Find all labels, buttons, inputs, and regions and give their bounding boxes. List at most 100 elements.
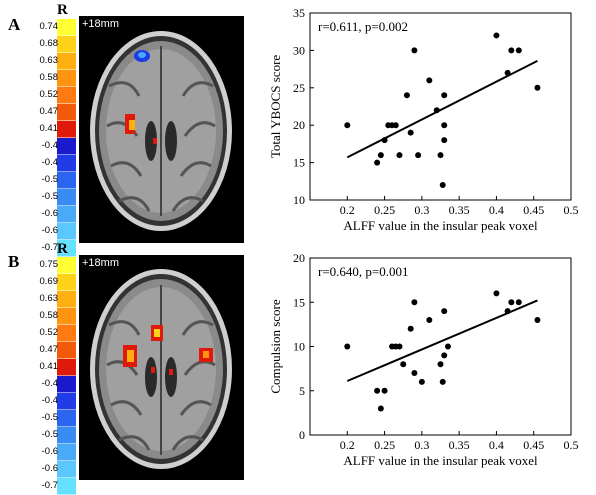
panel-b-brain-image <box>90 269 232 469</box>
colorbar-swatch <box>57 393 76 410</box>
data-point <box>444 343 451 350</box>
colorbar-tick-label: -0.5 <box>41 412 58 423</box>
colorbar-swatch <box>57 444 76 461</box>
colorbar-tick-label: -0.5 <box>41 429 58 440</box>
y-tick-label: 15 <box>293 295 305 309</box>
colorbar-tick-label: -0.5 <box>41 174 58 185</box>
colorbar-swatch <box>57 376 76 393</box>
colorbar-tick-label: 0.52 <box>39 89 59 100</box>
data-point <box>407 325 414 332</box>
colorbar-swatch <box>57 427 76 444</box>
y-tick-label: 10 <box>293 193 305 207</box>
data-point <box>534 316 541 323</box>
colorbar-swatch <box>57 155 76 172</box>
x-tick-label: 0.35 <box>449 438 470 452</box>
regression-line <box>346 299 538 382</box>
x-tick-label: 0.5 <box>564 203 579 217</box>
data-point <box>441 308 448 315</box>
colorbar-swatch <box>57 325 76 342</box>
data-point <box>374 387 381 394</box>
x-tick-label: 0.5 <box>564 438 579 452</box>
colorbar-swatch <box>57 410 76 427</box>
colorbar-tick-label: 0.58 <box>39 310 59 321</box>
data-point <box>508 47 515 54</box>
colorbar-tick-label: -0.5 <box>41 191 58 202</box>
colorbar-swatch <box>57 461 76 478</box>
colorbar-tick-label: -0.6 <box>41 225 58 236</box>
panel-a-colorbar: 0.74 0.68 0.63 0.58 0.52 0.47 0.41 -0.4 -0.4 -0.5… <box>40 19 76 257</box>
colorbar-swatch <box>57 19 76 36</box>
data-point <box>411 299 418 306</box>
colorbar-swatch <box>57 478 76 495</box>
data-point <box>381 137 388 144</box>
colorbar-tick-label: -0.4 <box>41 395 58 406</box>
colorbar-swatch <box>57 138 76 155</box>
colorbar-swatch <box>57 240 76 257</box>
y-tick-label: 25 <box>293 81 305 95</box>
panel-b-letter: B <box>8 252 20 271</box>
colorbar-swatch <box>57 53 76 70</box>
colorbar-tick-label: 0.41 <box>39 123 59 134</box>
panel-a-letter: A <box>8 15 21 34</box>
data-point <box>504 308 511 315</box>
y-tick-label: 35 <box>293 6 305 20</box>
colorbar-tick-label: -0.6 <box>41 463 58 474</box>
data-point <box>381 387 388 394</box>
data-point <box>415 152 422 159</box>
data-point <box>441 137 448 144</box>
colorbar-swatch <box>57 342 76 359</box>
panel-b-orientation-label: R <box>57 241 68 257</box>
data-point <box>437 152 444 159</box>
correlation-annotation: r=0.611, p=0.002 <box>318 19 408 34</box>
data-point <box>493 32 500 39</box>
panel-a-brain-image <box>90 31 232 231</box>
x-tick-label: 0.45 <box>523 438 544 452</box>
y-tick-label: 5 <box>299 384 305 398</box>
x-tick-label: 0.2 <box>340 203 355 217</box>
data-point <box>493 290 500 297</box>
data-point <box>441 352 448 359</box>
data-point <box>411 370 418 377</box>
x-tick-label: 0.4 <box>489 203 504 217</box>
data-point <box>392 122 399 129</box>
colorbar-tick-label: -0.4 <box>41 378 58 389</box>
colorbar-tick-label: -0.6 <box>41 208 58 219</box>
colorbar-tick-label: -0.7 <box>41 480 58 491</box>
colorbar-tick-label: -0.6 <box>41 446 58 457</box>
colorbar-swatch <box>57 308 76 325</box>
colorbar-tick-label: -0.4 <box>41 157 58 168</box>
colorbar-tick-label: 0.58 <box>39 72 59 83</box>
x-tick-label: 0.2 <box>340 438 355 452</box>
colorbar-tick-label: 0.63 <box>39 55 59 66</box>
regression-line <box>346 59 538 159</box>
colorbar-swatch <box>57 87 76 104</box>
panel-a-slice-label: +18mm <box>82 18 119 30</box>
data-point <box>433 107 440 114</box>
y-axis-label: Total YBOCS score <box>268 55 283 159</box>
y-tick-label: 15 <box>293 156 305 170</box>
colorbar-swatch <box>57 189 76 206</box>
y-axis-label: Compulsion score <box>268 299 283 393</box>
data-point <box>403 92 410 99</box>
x-axis-label: ALFF value in the insular peak voxel <box>343 453 538 468</box>
data-point <box>396 343 403 350</box>
colorbar-tick-label: 0.52 <box>39 327 59 338</box>
x-tick-label: 0.45 <box>523 203 544 217</box>
colorbar-tick-label: 0.74 <box>39 21 59 32</box>
colorbar-swatch <box>57 121 76 138</box>
colorbar-tick-label: 0.47 <box>39 344 59 355</box>
colorbar-swatch <box>57 291 76 308</box>
data-point <box>437 361 444 368</box>
y-tick-label: 20 <box>293 251 305 265</box>
data-point <box>515 299 522 306</box>
x-axis-label: ALFF value in the insular peak voxel <box>343 218 538 233</box>
colorbar-tick-label: 0.68 <box>39 38 59 49</box>
data-point <box>377 152 384 159</box>
colorbar-tick-label: -0.4 <box>41 140 58 151</box>
panel-b-colorbar: 0.75 0.69 0.63 0.58 0.52 0.47 0.41 -0.4 -0.4 -0.5… <box>40 257 76 495</box>
data-point <box>400 361 407 368</box>
colorbar-tick-label: -0.7 <box>41 242 58 253</box>
panel-a-orientation-label: R <box>57 2 68 18</box>
data-point <box>344 343 351 350</box>
data-point <box>426 316 433 323</box>
